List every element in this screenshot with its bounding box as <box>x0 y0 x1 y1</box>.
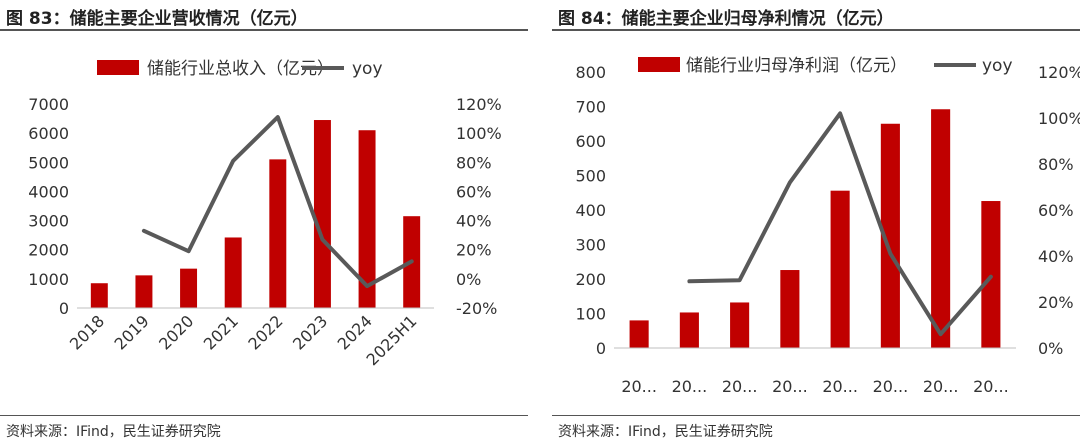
bar <box>830 190 850 348</box>
bar <box>931 109 951 348</box>
bar <box>981 201 1001 348</box>
y-left-tick-label: 400 <box>575 201 606 220</box>
x-tick-label: 20... <box>772 377 808 396</box>
title-rule <box>0 29 528 31</box>
x-tick-label: 2024 <box>334 311 376 353</box>
y-left-tick-label: 800 <box>575 63 606 82</box>
bar <box>679 312 699 348</box>
x-tick-label: 2020 <box>155 311 197 353</box>
legend-line-label: yoy <box>982 56 1013 76</box>
y-left-tick-label: 100 <box>575 305 606 324</box>
y-right-tick-label: 120% <box>1038 63 1080 82</box>
y-right-tick-label: 60% <box>1038 201 1074 220</box>
bar <box>269 159 287 308</box>
y-right-tick-label: 0% <box>456 270 481 289</box>
bar <box>135 275 153 308</box>
y-left-tick-label: 7000 <box>28 95 69 114</box>
bar <box>313 120 331 309</box>
y-left-tick-label: 200 <box>575 270 606 289</box>
y-right-tick-label: 20% <box>1038 293 1074 312</box>
y-right-tick-label: -20% <box>456 299 497 318</box>
bar <box>358 130 376 308</box>
net-profit-chart: 0 100 200 300 400 500 600 700 800 0% 20% 40% 60% 80% 1… <box>575 56 1080 396</box>
source-rule <box>552 415 1080 416</box>
y-left-tick-label: 1000 <box>28 270 69 289</box>
x-tick-label: 2025H1 <box>363 311 421 369</box>
x-tick-label: 20... <box>873 377 909 396</box>
y-right-tick-label: 20% <box>456 241 492 260</box>
chart-panel-right: 图 84：储能主要企业归母净利情况（亿元） 0 100 200 300 400 500 60… <box>552 0 1080 447</box>
x-tick-label: 20... <box>973 377 1009 396</box>
y-right-tick-label: 120% <box>456 95 502 114</box>
bar <box>224 237 242 308</box>
source-note: 资料来源：IFind，民生证券研究院 <box>6 424 221 440</box>
x-tick-label: 2021 <box>200 311 242 353</box>
y-left-tick-label: 300 <box>575 236 606 255</box>
y-left-tick-label: 5000 <box>28 153 69 172</box>
y-right-tick-label: 80% <box>1038 155 1074 174</box>
figure-title: 图 83：储能主要企业营收情况（亿元） <box>6 9 308 29</box>
y-left-tick-label: 2000 <box>28 241 69 260</box>
bar <box>730 302 750 348</box>
y-left-tick-label: 3000 <box>28 212 69 231</box>
x-tick-label: 20... <box>822 377 858 396</box>
x-tick-label: 2023 <box>289 311 331 353</box>
y-right-tick-label: 100% <box>1038 109 1080 128</box>
y-left-tick-label: 0 <box>59 299 69 318</box>
y-left-tick-label: 6000 <box>28 124 69 143</box>
y-left-tick-label: 500 <box>575 167 606 186</box>
x-tick-label: 2018 <box>66 311 108 353</box>
bar <box>880 123 900 348</box>
y-right-tick-label: 100% <box>456 124 502 143</box>
source-rule <box>0 415 528 416</box>
bar <box>180 268 198 308</box>
bar <box>629 320 649 348</box>
x-tick-label: 20... <box>722 377 758 396</box>
source-note: 资料来源：IFind，民生证券研究院 <box>558 424 773 440</box>
bar <box>90 283 108 308</box>
y-left-tick-label: 4000 <box>28 182 69 201</box>
x-tick-label: 20... <box>621 377 657 396</box>
figure-title: 图 84：储能主要企业归母净利情况（亿元） <box>558 9 894 29</box>
chart-panel-left: 图 83：储能主要企业营收情况（亿元） 0 1000 2000 3000 4000 500… <box>0 0 528 447</box>
x-tick-label: 2019 <box>111 311 153 353</box>
legend-bar-swatch <box>638 57 680 72</box>
bar <box>780 270 800 348</box>
revenue-chart: 0 1000 2000 3000 4000 5000 6000 7000 -20% 0% 20% 40… <box>28 59 502 369</box>
legend-bar-label: 储能行业总收入（亿元） <box>147 59 334 79</box>
y-left-tick-label: 600 <box>575 132 606 151</box>
y-right-tick-label: 40% <box>456 212 492 231</box>
y-right-tick-label: 60% <box>456 182 492 201</box>
x-tick-label: 20... <box>923 377 959 396</box>
legend-line-label: yoy <box>352 59 383 79</box>
y-right-tick-label: 80% <box>456 153 492 172</box>
title-rule <box>552 29 1080 31</box>
legend-bar-swatch <box>97 60 139 75</box>
y-right-tick-label: 40% <box>1038 247 1074 266</box>
y-left-tick-label: 0 <box>596 339 606 358</box>
x-tick-label: 2022 <box>244 311 286 353</box>
y-left-tick-label: 700 <box>575 98 606 117</box>
x-tick-label: 20... <box>672 377 708 396</box>
y-right-tick-label: 0% <box>1038 339 1063 358</box>
legend-bar-label: 储能行业归母净利润（亿元） <box>686 56 907 76</box>
